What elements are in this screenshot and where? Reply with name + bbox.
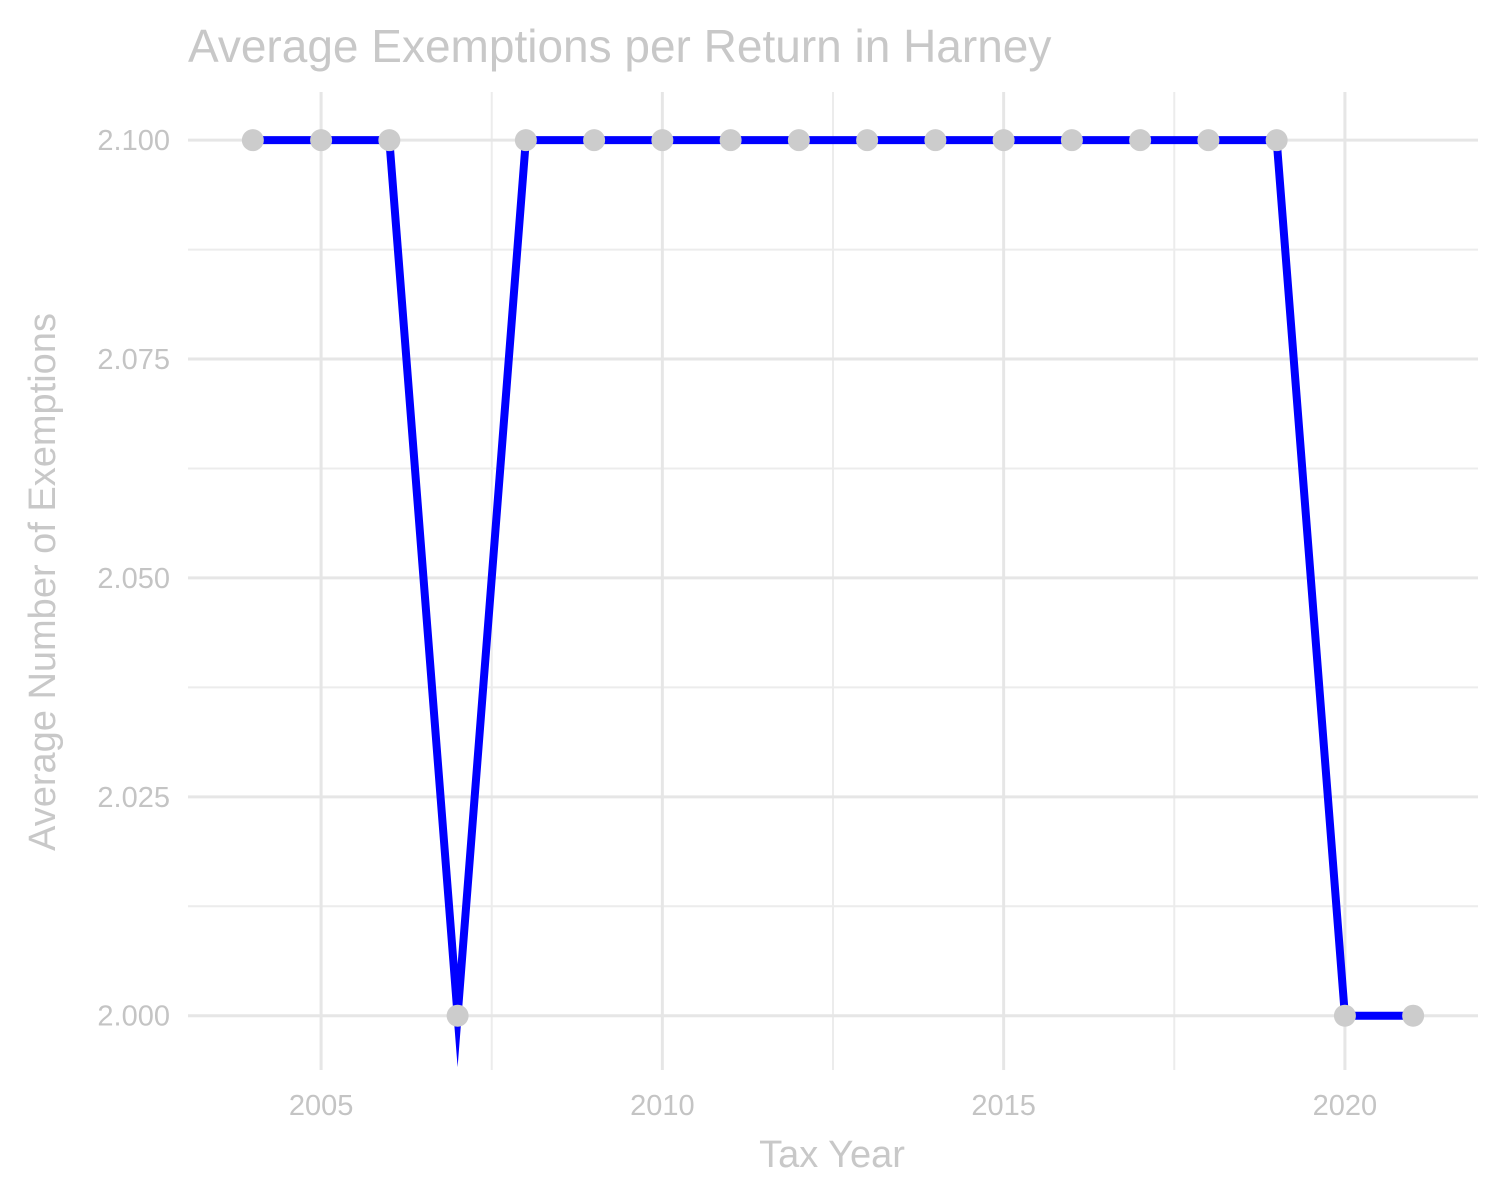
- data-point: [310, 129, 333, 152]
- data-point: [1333, 1004, 1356, 1027]
- data-point: [1060, 129, 1083, 152]
- y-tick-label: 2.000: [97, 1001, 170, 1033]
- series-layer: [241, 129, 1425, 1068]
- data-point: [1402, 1004, 1425, 1027]
- y-axis-ticks: 2.000 2.025 2.050 2.075 2.100: [97, 125, 170, 1033]
- x-axis-title: Tax Year: [759, 1134, 905, 1176]
- x-tick-label: 2020: [1313, 1090, 1378, 1122]
- data-point: [992, 129, 1015, 152]
- data-point: [446, 1004, 469, 1027]
- data-point: [924, 129, 947, 152]
- data-point: [378, 129, 401, 152]
- data-point: [241, 129, 264, 152]
- data-point: [856, 129, 879, 152]
- y-tick-label: 2.100: [97, 125, 170, 157]
- x-tick-label: 2015: [971, 1090, 1036, 1122]
- data-point: [719, 129, 742, 152]
- data-point: [514, 129, 537, 152]
- x-tick-label: 2010: [630, 1090, 695, 1122]
- y-tick-label: 2.075: [97, 344, 170, 376]
- data-point: [787, 129, 810, 152]
- y-axis-title: Average Number of Exemptions: [22, 313, 64, 851]
- x-tick-label: 2005: [289, 1090, 354, 1122]
- y-tick-label: 2.025: [97, 782, 170, 814]
- data-point: [583, 129, 606, 152]
- data-point: [651, 129, 674, 152]
- data-point: [1197, 129, 1220, 152]
- y-tick-label: 2.050: [97, 563, 170, 595]
- x-axis-ticks: 2005 2010 2015 2020: [289, 1090, 1377, 1122]
- data-point: [1129, 129, 1152, 152]
- data-point: [1265, 129, 1288, 152]
- grid: [188, 92, 1478, 1070]
- chart-title: Average Exemptions per Return in Harney: [188, 20, 1051, 72]
- series-line: [252, 136, 1414, 1068]
